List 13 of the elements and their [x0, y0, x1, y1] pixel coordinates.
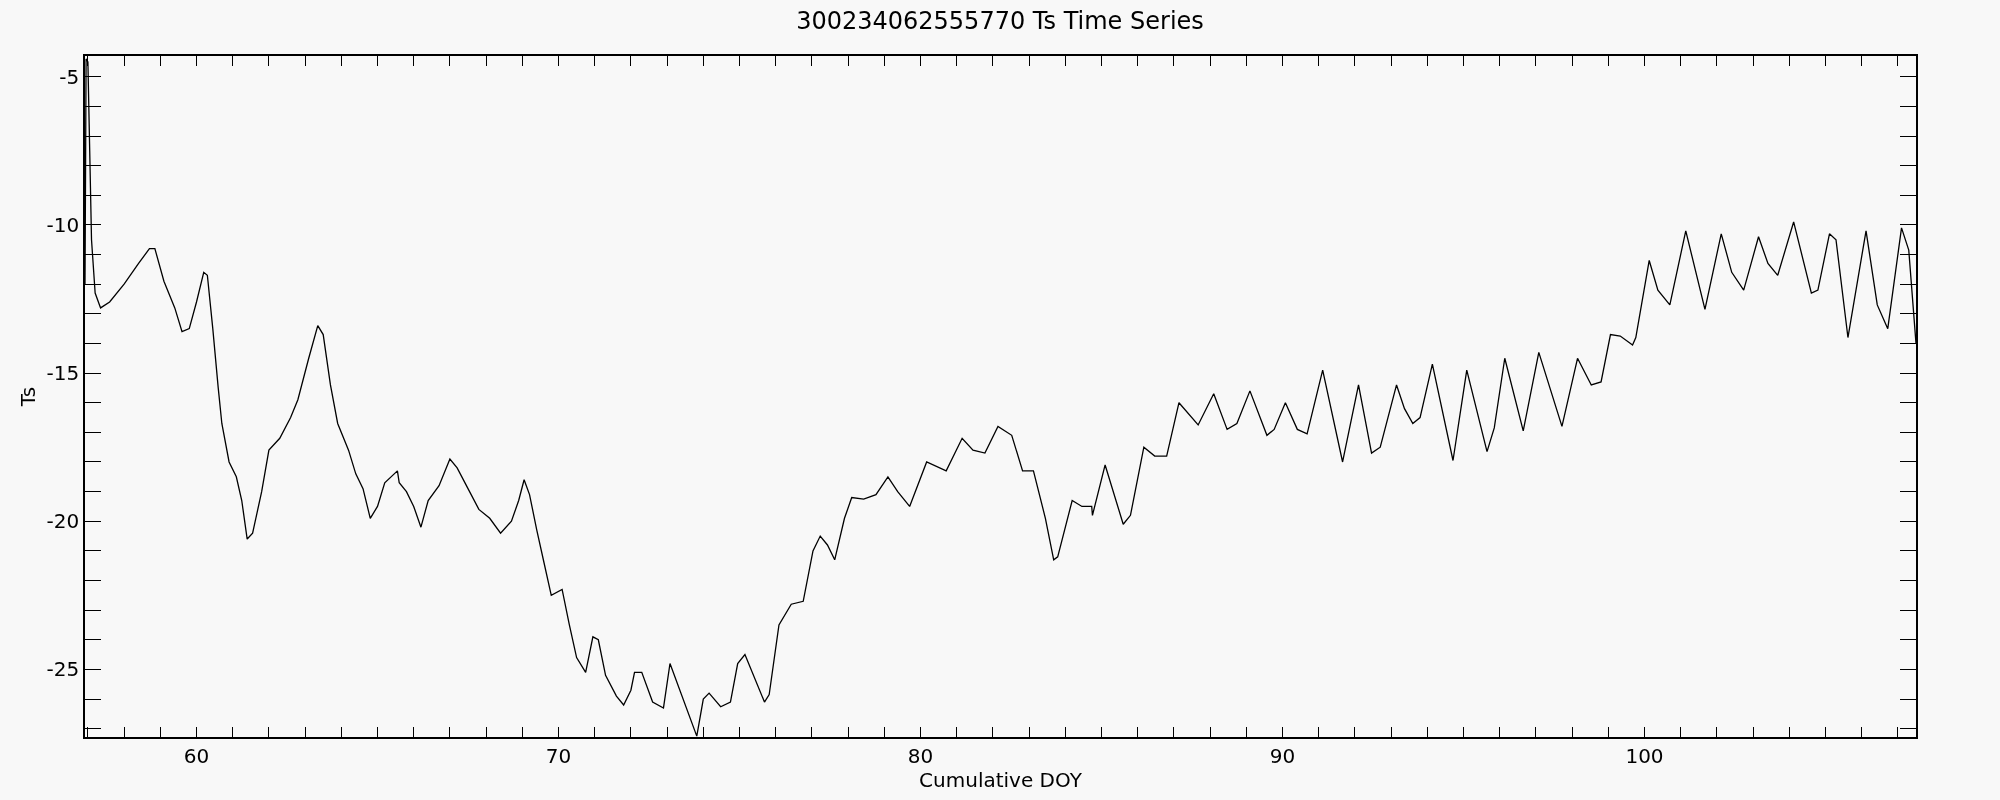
y-tick-label: -25	[46, 657, 80, 682]
x-tick-label: 80	[907, 743, 934, 768]
x-tick-label: 100	[1625, 743, 1664, 768]
x-tick-label: 70	[545, 743, 572, 768]
y-tick-label: -20	[46, 509, 80, 534]
x-tick-label: 90	[1269, 743, 1296, 768]
y-tick-label: -15	[46, 361, 80, 386]
x-axis-title: Cumulative DOY	[919, 767, 1083, 792]
x-tick-label: 60	[183, 743, 210, 768]
y-axis-title: Ts	[15, 386, 40, 408]
chart-title: 300234062555770 Ts Time Series	[796, 6, 1204, 35]
y-tick-label: -10	[46, 212, 80, 237]
y-tick-label: -5	[59, 64, 80, 89]
